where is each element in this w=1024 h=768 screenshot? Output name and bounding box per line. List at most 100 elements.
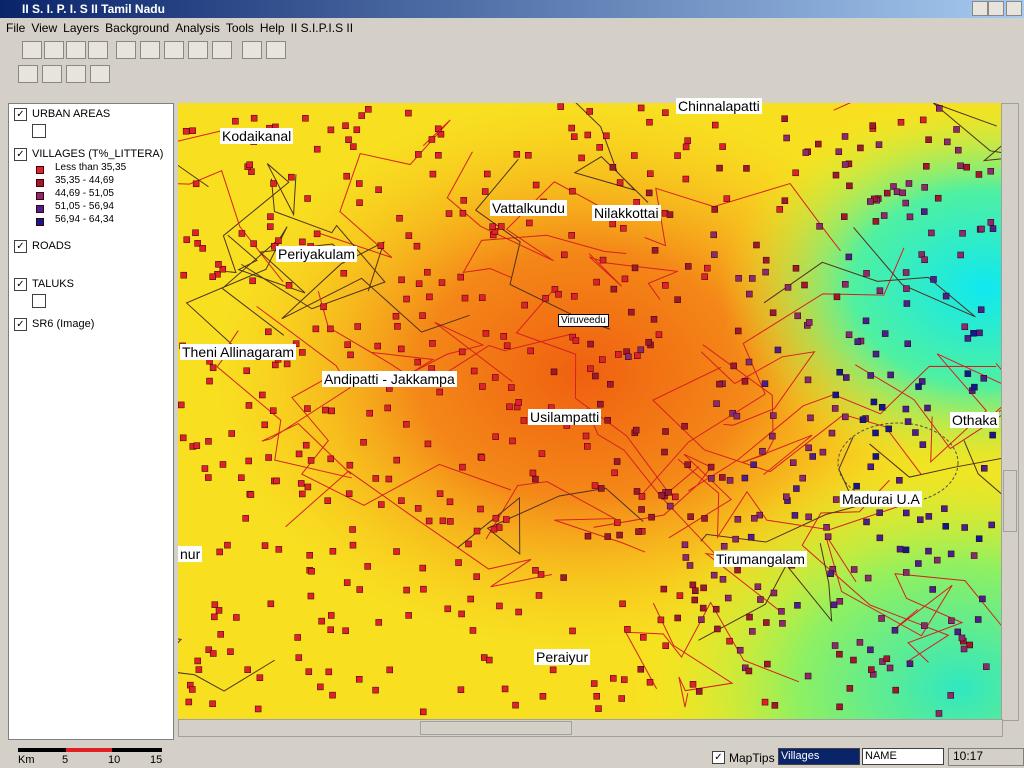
village (393, 548, 400, 555)
village (921, 184, 928, 191)
village (929, 586, 936, 593)
menu-item[interactable]: Help (259, 21, 285, 35)
village (770, 589, 778, 597)
tool-button[interactable] (22, 41, 42, 59)
tool-button[interactable] (266, 41, 286, 59)
village (353, 126, 361, 134)
layer-checkbox[interactable]: ✓ (14, 148, 27, 161)
village (224, 541, 231, 549)
village (613, 458, 621, 465)
scroll-thumb[interactable] (420, 721, 572, 735)
village (957, 251, 964, 259)
village (919, 116, 927, 124)
vertical-scrollbar[interactable] (1001, 103, 1019, 721)
field-select[interactable]: NAME (862, 748, 944, 765)
tool-button[interactable] (66, 41, 86, 59)
village (635, 528, 642, 535)
maptips-checkbox[interactable]: ✓ (712, 751, 725, 764)
minimize[interactable] (972, 1, 988, 16)
village (970, 552, 978, 559)
village (325, 668, 333, 676)
village (987, 167, 995, 175)
village (989, 225, 997, 232)
village (719, 576, 727, 583)
layer-select[interactable]: Villages (778, 748, 860, 765)
village (375, 186, 382, 193)
village (681, 422, 688, 430)
village (845, 253, 853, 261)
village (424, 268, 431, 276)
layer-checkbox[interactable]: ✓ (14, 278, 27, 291)
village (902, 546, 910, 554)
village (631, 264, 639, 272)
menu-item[interactable]: Layers (63, 21, 100, 35)
menu-item[interactable]: Background (105, 21, 170, 35)
horizontal-scrollbar[interactable] (178, 719, 1003, 737)
tool-button[interactable] (90, 65, 110, 83)
layer-symbol (32, 124, 46, 138)
village (320, 303, 327, 311)
tool-button[interactable] (140, 41, 160, 59)
menu-item[interactable]: File (6, 21, 26, 35)
menu-item[interactable]: Analysis (175, 21, 220, 35)
village (398, 497, 405, 504)
village (897, 118, 905, 126)
village (674, 296, 681, 303)
village (457, 273, 465, 281)
village (209, 364, 217, 372)
village (846, 182, 853, 190)
tool-button[interactable] (66, 65, 86, 83)
village (646, 678, 654, 686)
village (836, 598, 844, 605)
menu-item[interactable]: Tools (225, 21, 254, 35)
tool-button[interactable] (116, 41, 136, 59)
village (655, 331, 663, 338)
maximize[interactable] (988, 1, 1004, 16)
village (610, 285, 618, 293)
tool-button[interactable] (164, 41, 184, 59)
scroll-thumb[interactable] (1003, 470, 1017, 532)
village (921, 622, 928, 629)
tool-button[interactable] (242, 41, 262, 59)
village (245, 402, 253, 409)
layer-checkbox[interactable]: ✓ (14, 318, 27, 331)
village (591, 482, 599, 489)
village (890, 183, 897, 190)
village (508, 384, 515, 391)
village (586, 108, 593, 115)
village (850, 656, 857, 664)
village (762, 268, 769, 276)
tool-button[interactable] (42, 65, 62, 83)
tool-button[interactable] (18, 65, 38, 83)
village (682, 143, 690, 151)
place-label: nur (178, 546, 203, 562)
village (645, 338, 652, 346)
village (355, 675, 363, 683)
road (588, 253, 678, 300)
tool-button[interactable] (212, 41, 232, 59)
village (710, 571, 718, 579)
tool-button[interactable] (88, 41, 108, 59)
village (869, 122, 876, 129)
village (872, 453, 880, 460)
menu-item[interactable]: II S.I.P.I.S II (290, 21, 354, 35)
village (710, 231, 717, 239)
village (215, 261, 222, 268)
tool-button[interactable] (44, 41, 64, 59)
village (867, 198, 874, 205)
scale-tick-label: 5 (62, 754, 69, 766)
village (902, 269, 910, 276)
menu-item[interactable]: View (31, 21, 58, 35)
close[interactable] (1006, 1, 1022, 16)
village (764, 660, 771, 668)
village (784, 284, 792, 291)
village (676, 592, 684, 599)
village (832, 496, 840, 503)
layer-checkbox[interactable]: ✓ (14, 108, 27, 121)
layer-checkbox[interactable]: ✓ (14, 240, 27, 253)
tool-button[interactable] (188, 41, 208, 59)
village (194, 657, 201, 665)
village (799, 474, 806, 482)
village (831, 642, 839, 649)
